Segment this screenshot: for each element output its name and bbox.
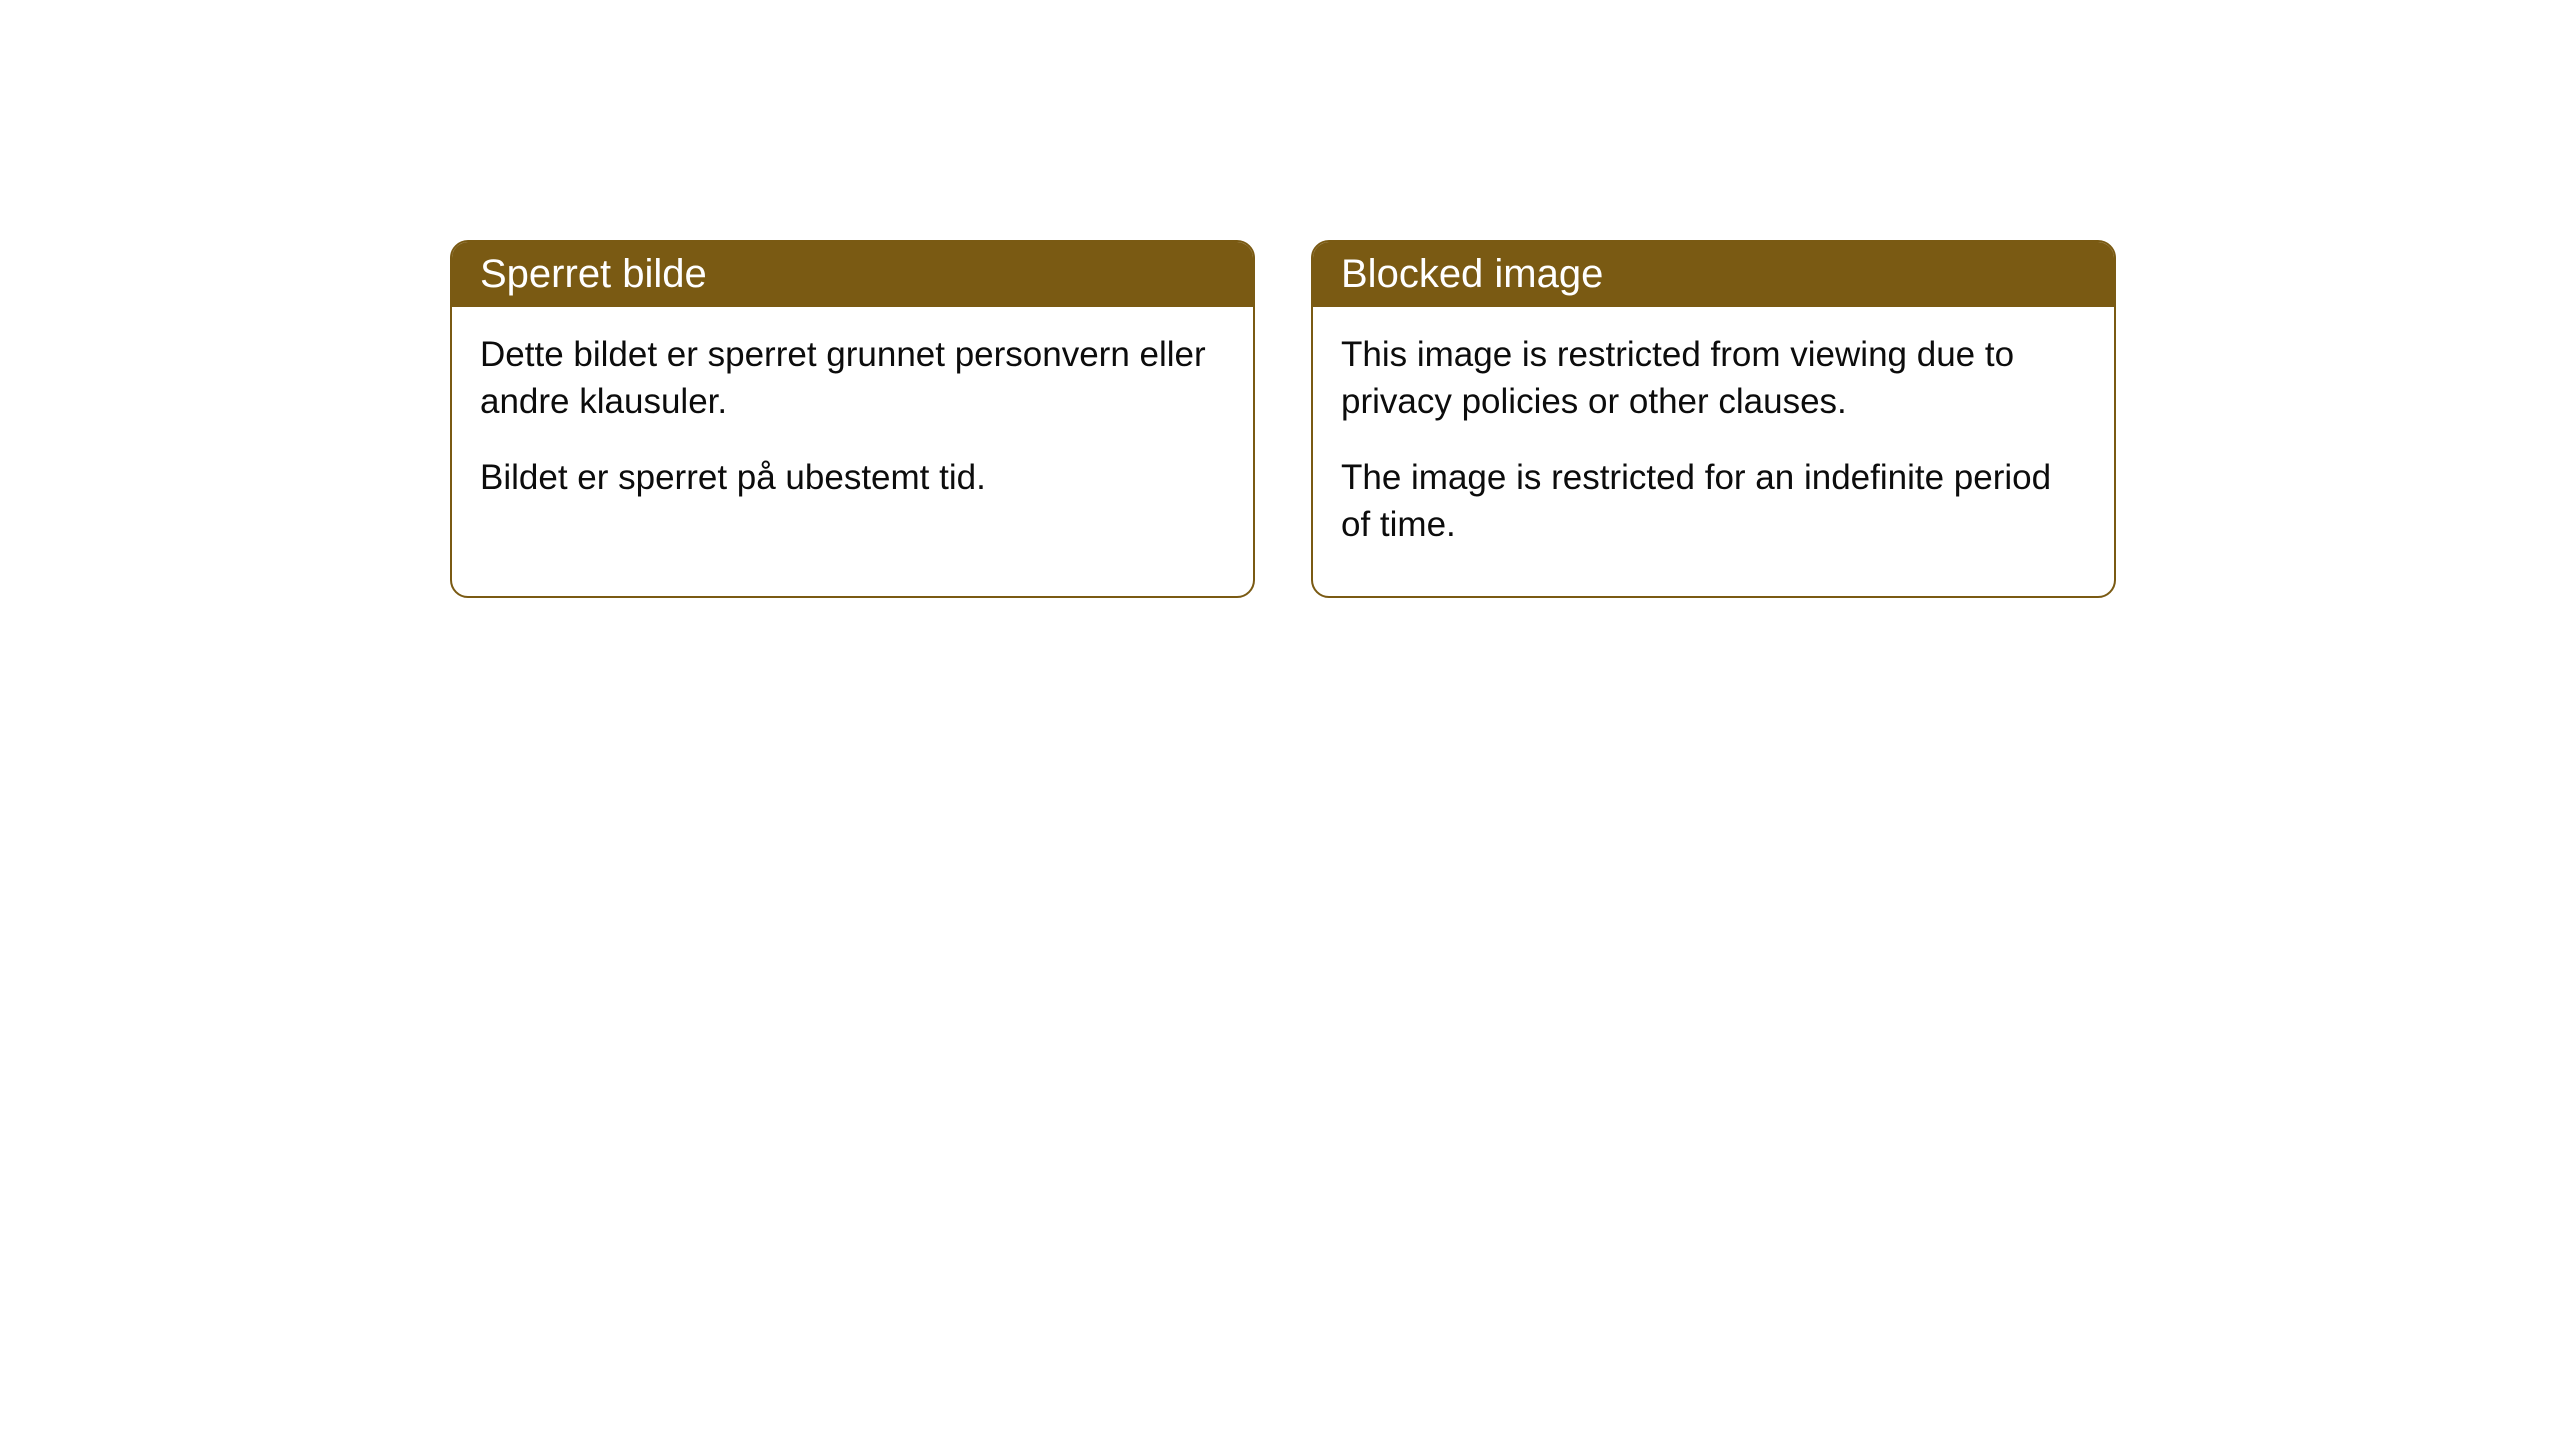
card-title: Sperret bilde: [480, 252, 707, 296]
card-paragraph: Bildet er sperret på ubestemt tid.: [480, 454, 1225, 501]
card-header: Blocked image: [1313, 242, 2114, 307]
blocked-image-card-english: Blocked image This image is restricted f…: [1311, 240, 2116, 598]
card-header: Sperret bilde: [452, 242, 1253, 307]
notice-container: Sperret bilde Dette bildet er sperret gr…: [450, 240, 2116, 598]
card-paragraph: Dette bildet er sperret grunnet personve…: [480, 331, 1225, 426]
card-body: This image is restricted from viewing du…: [1313, 307, 2114, 596]
blocked-image-card-norwegian: Sperret bilde Dette bildet er sperret gr…: [450, 240, 1255, 598]
card-paragraph: This image is restricted from viewing du…: [1341, 331, 2086, 426]
card-paragraph: The image is restricted for an indefinit…: [1341, 454, 2086, 549]
card-title: Blocked image: [1341, 252, 1603, 296]
card-body: Dette bildet er sperret grunnet personve…: [452, 307, 1253, 549]
